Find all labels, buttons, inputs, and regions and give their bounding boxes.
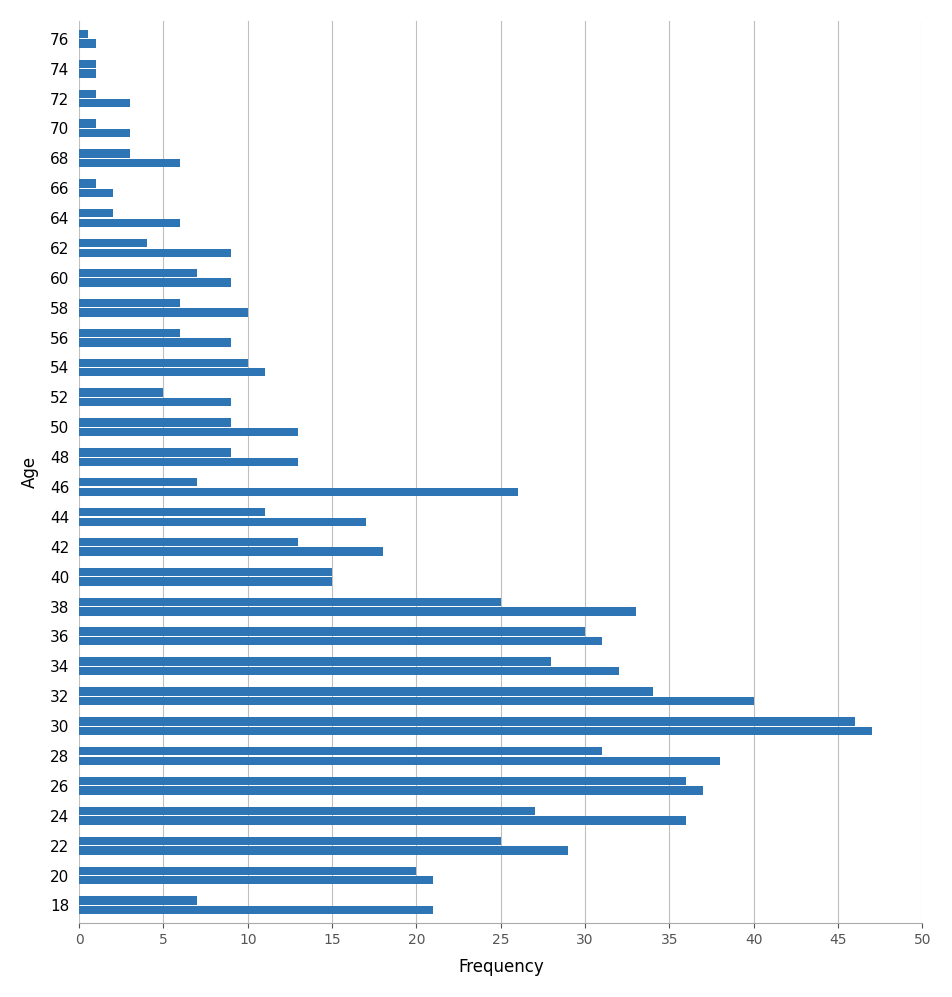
Bar: [79, 637, 602, 645]
Bar: [79, 389, 164, 397]
Bar: [79, 69, 96, 78]
Bar: [79, 60, 96, 68]
Bar: [79, 269, 197, 277]
Bar: [79, 627, 585, 636]
Bar: [79, 866, 416, 875]
Bar: [79, 428, 298, 437]
Bar: [79, 896, 197, 905]
Bar: [79, 537, 298, 546]
Bar: [79, 507, 265, 516]
Bar: [79, 667, 619, 675]
Bar: [79, 547, 383, 555]
Bar: [79, 359, 248, 367]
Bar: [79, 747, 602, 756]
Bar: [79, 717, 855, 726]
Bar: [79, 209, 113, 217]
Bar: [79, 488, 518, 496]
Bar: [79, 308, 248, 317]
Bar: [79, 398, 231, 407]
Bar: [79, 90, 96, 98]
Bar: [79, 458, 298, 467]
Bar: [79, 449, 231, 457]
Bar: [79, 419, 231, 427]
Bar: [79, 757, 720, 765]
Bar: [79, 120, 96, 128]
Bar: [79, 278, 231, 287]
Bar: [79, 299, 180, 307]
Bar: [79, 597, 501, 606]
X-axis label: Frequency: Frequency: [458, 958, 544, 976]
Bar: [79, 30, 88, 38]
Bar: [79, 368, 265, 377]
Bar: [79, 329, 180, 337]
Bar: [79, 129, 129, 138]
Bar: [79, 697, 754, 705]
Bar: [79, 727, 872, 735]
Bar: [79, 517, 366, 525]
Bar: [79, 876, 433, 884]
Bar: [79, 248, 231, 257]
Bar: [79, 99, 129, 108]
Bar: [79, 607, 636, 615]
Bar: [79, 150, 129, 158]
Bar: [79, 657, 551, 666]
Bar: [79, 179, 96, 187]
Bar: [79, 338, 231, 347]
Bar: [79, 906, 433, 914]
Bar: [79, 478, 197, 487]
Bar: [79, 39, 96, 48]
Bar: [79, 567, 332, 576]
Bar: [79, 807, 534, 816]
Bar: [79, 836, 501, 845]
Bar: [79, 188, 113, 197]
Bar: [79, 687, 652, 696]
Bar: [79, 777, 686, 786]
Y-axis label: Age: Age: [21, 456, 39, 489]
Bar: [79, 159, 180, 167]
Bar: [79, 577, 332, 585]
Bar: [79, 787, 704, 795]
Bar: [79, 239, 147, 247]
Bar: [79, 846, 568, 854]
Bar: [79, 817, 686, 825]
Bar: [79, 218, 180, 227]
